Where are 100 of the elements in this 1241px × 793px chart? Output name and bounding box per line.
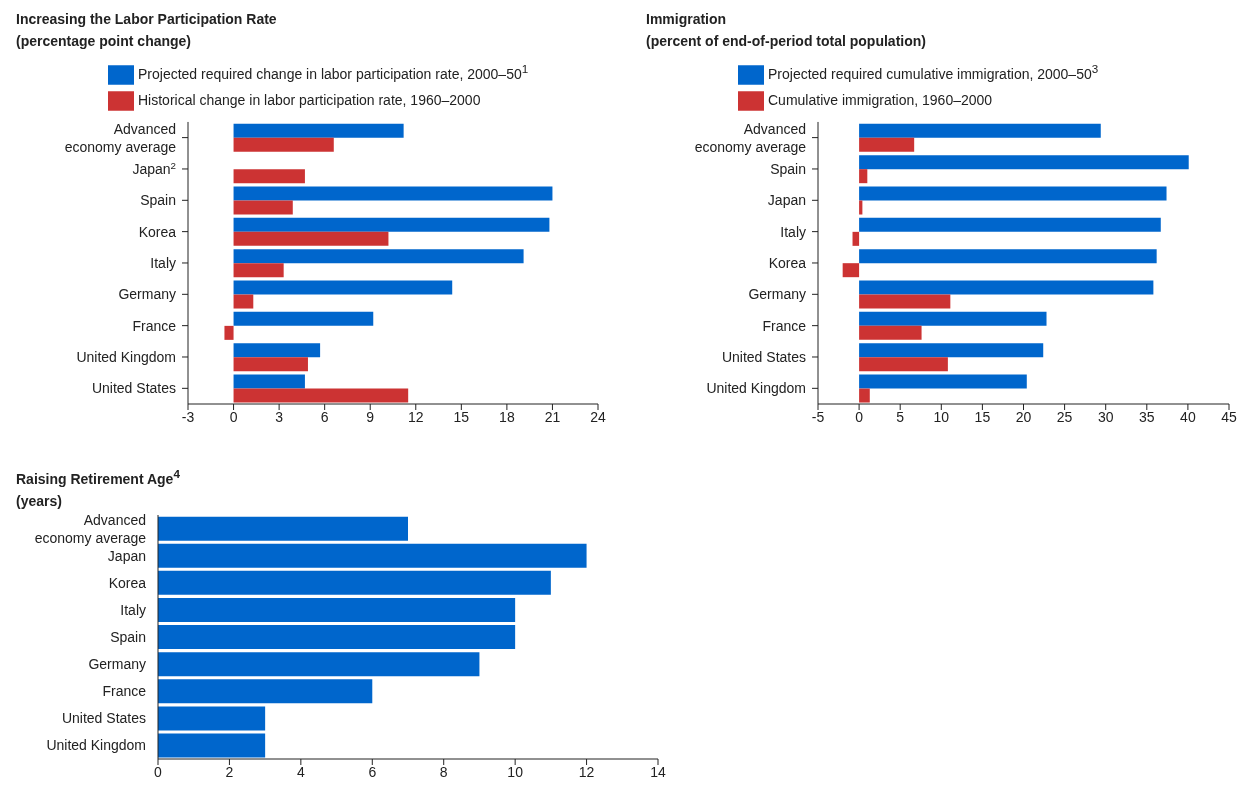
x-tick-label: 0 xyxy=(855,408,864,425)
text: (years) xyxy=(16,491,63,511)
x-tick-label: 12 xyxy=(578,763,595,780)
x-tick-label: 10 xyxy=(933,408,950,425)
x-tick-label: 25 xyxy=(1056,408,1073,425)
x-tick-label: 6 xyxy=(368,763,377,780)
x-tick-label: 2 xyxy=(225,763,234,780)
legend-label: Cumulative immigration, 1960–2000 xyxy=(768,91,993,108)
chart-subtitle: (percent of end-of-period total population) xyxy=(646,32,927,51)
y-tick-label: Germany xyxy=(88,656,146,673)
x-tick-label: 30 xyxy=(1097,408,1114,425)
x-tick-label: 8 xyxy=(439,763,448,780)
x-tick-label: 15 xyxy=(974,408,991,425)
bar xyxy=(158,706,266,731)
x-tick-label: 15 xyxy=(453,408,470,425)
bar xyxy=(158,570,551,595)
chart-title: Increasing the Labor Participation Rate xyxy=(16,10,278,29)
bar xyxy=(233,123,404,138)
x-tick-label: 45 xyxy=(1221,408,1237,425)
y-tick-label: United Kingdom xyxy=(706,380,806,397)
bar xyxy=(852,231,860,246)
x-tick-label: 40 xyxy=(1180,408,1196,425)
x-tick-label: 14 xyxy=(650,763,666,780)
y-tick-label: Germany xyxy=(748,286,806,303)
y-tick-label: Advanced economy average xyxy=(34,511,147,546)
bar xyxy=(224,325,234,340)
bar xyxy=(233,217,550,232)
bar xyxy=(859,294,951,309)
bar xyxy=(859,388,870,403)
bar xyxy=(859,311,1047,326)
y-tick-label: United Kingdom xyxy=(46,737,146,754)
bar xyxy=(859,155,1189,170)
y-tick-label: Spain xyxy=(770,160,806,177)
chart-title: Raising Retirement Age$^{4}$ xyxy=(16,466,181,489)
y-tick-label: Korea xyxy=(768,254,807,271)
bar xyxy=(233,294,254,309)
bar xyxy=(859,217,1161,232)
y-tick-label: Germany xyxy=(118,286,176,303)
bar xyxy=(859,169,868,184)
x-tick-label: 5 xyxy=(896,408,905,425)
bar xyxy=(158,516,408,541)
y-tick-label: Spain xyxy=(110,629,146,645)
y-tick-label: France xyxy=(132,317,177,334)
y-tick-label: Italy xyxy=(780,223,806,240)
legend-label: Projected required change in labor participation rate, 2000–50$^{1}$ xyxy=(138,62,529,82)
x-tick-label: 4 xyxy=(296,763,305,780)
y-tick-label: United States xyxy=(91,380,176,397)
y-tick-label: United States xyxy=(61,710,146,727)
x-tick-label: -3 xyxy=(181,408,195,425)
legend-label: Projected required cumulative immigration, 2000–50$^{3}$ xyxy=(768,62,1099,82)
bar xyxy=(233,169,305,184)
legend-label: Historical change in labor participation rate, 1960–2000 xyxy=(138,91,481,108)
bar xyxy=(859,249,1157,264)
bar xyxy=(233,263,284,278)
bar xyxy=(859,374,1027,389)
x-tick-label: 9 xyxy=(366,408,375,425)
y-tick-label: Advanced economy average xyxy=(694,120,807,155)
y-tick-label: Advanced economy average xyxy=(64,120,177,155)
x-tick-label: 0 xyxy=(154,763,163,780)
x-tick-label: 18 xyxy=(499,408,515,425)
x-tick-label: 3 xyxy=(275,408,284,425)
bar xyxy=(859,325,922,340)
bar xyxy=(158,679,373,704)
text: Immigration xyxy=(646,10,728,29)
y-tick-label: Japan xyxy=(767,192,806,209)
bar xyxy=(842,263,860,278)
x-tick-label: 6 xyxy=(320,408,329,425)
bar xyxy=(859,123,1101,138)
bar xyxy=(233,388,409,403)
bar xyxy=(859,186,1167,201)
x-tick-label: 12 xyxy=(407,408,424,425)
bar xyxy=(233,200,293,215)
y-tick-label: Korea xyxy=(138,223,177,240)
bar xyxy=(859,200,863,215)
bar xyxy=(158,543,587,568)
bar xyxy=(158,652,480,677)
bar xyxy=(233,137,334,152)
bar xyxy=(233,311,374,326)
x-tick-label: 0 xyxy=(229,408,238,425)
x-tick-label: 35 xyxy=(1139,408,1155,425)
x-tick-label: 20 xyxy=(1015,408,1032,425)
bar xyxy=(158,625,516,650)
bar xyxy=(859,137,915,152)
y-tick-label: Italy xyxy=(120,601,146,618)
bar xyxy=(158,733,266,758)
y-tick-label: United States xyxy=(721,348,806,365)
y-tick-label: France xyxy=(102,683,147,700)
bar xyxy=(233,357,308,372)
bar xyxy=(233,186,553,201)
y-tick-label: Japan xyxy=(107,547,146,564)
bar xyxy=(233,343,321,358)
bar xyxy=(859,280,1154,295)
bar xyxy=(158,597,516,622)
y-tick-label: France xyxy=(762,317,807,334)
y-tick-label: Korea xyxy=(108,574,147,591)
bar xyxy=(233,231,389,246)
bar xyxy=(859,343,1044,358)
x-tick-label: 10 xyxy=(507,763,524,780)
bar xyxy=(233,249,524,264)
y-tick-label: United Kingdom xyxy=(76,348,176,365)
